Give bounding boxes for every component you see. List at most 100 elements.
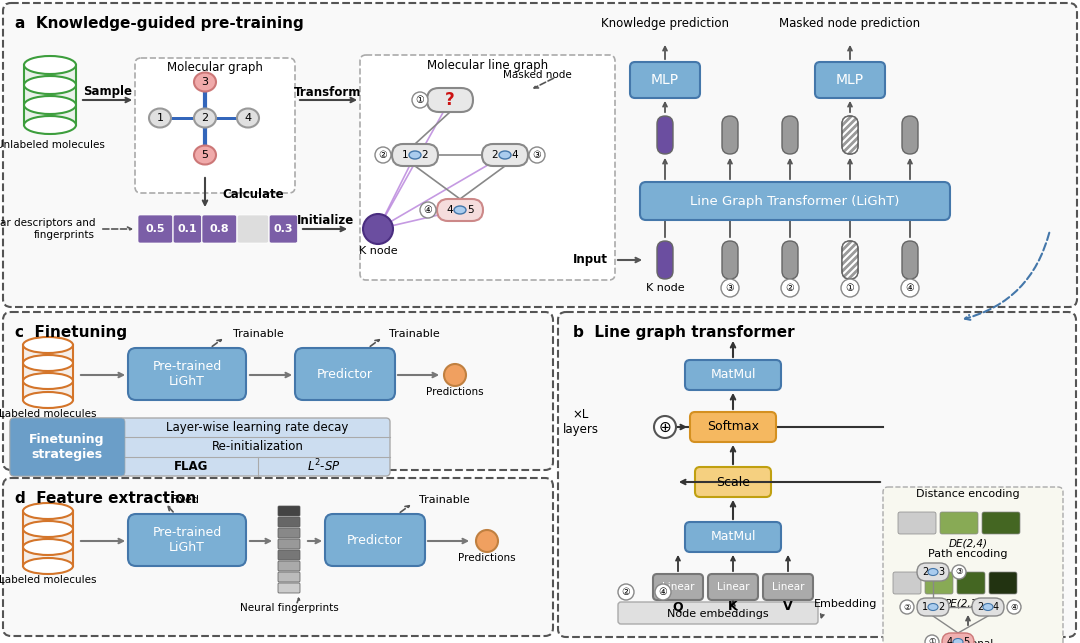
Text: Initialize: Initialize — [296, 215, 353, 228]
FancyBboxPatch shape — [685, 522, 781, 552]
Text: 2: 2 — [491, 150, 498, 160]
Circle shape — [721, 279, 739, 297]
FancyBboxPatch shape — [690, 412, 777, 442]
FancyBboxPatch shape — [657, 241, 673, 279]
Text: V: V — [783, 601, 793, 613]
Text: 2: 2 — [977, 602, 983, 612]
FancyBboxPatch shape — [782, 116, 798, 154]
Ellipse shape — [24, 56, 76, 74]
Text: ②: ② — [903, 602, 910, 611]
Text: Trainable: Trainable — [389, 329, 440, 339]
Text: 1: 1 — [402, 150, 408, 160]
Ellipse shape — [499, 151, 511, 159]
Text: K: K — [728, 601, 738, 613]
Text: Labeled molecules: Labeled molecules — [0, 409, 97, 419]
Text: DE(2,4): DE(2,4) — [948, 539, 987, 549]
Text: Layer-wise learning rate decay: Layer-wise learning rate decay — [166, 421, 349, 434]
FancyBboxPatch shape — [3, 3, 1077, 307]
Text: Unlabeled molecules: Unlabeled molecules — [0, 140, 105, 150]
Text: 5: 5 — [202, 150, 208, 160]
FancyBboxPatch shape — [3, 312, 553, 470]
Text: Molecular descriptors and
fingerprints: Molecular descriptors and fingerprints — [0, 218, 95, 240]
Text: ×L
layers: ×L layers — [563, 408, 599, 436]
Text: Path encoding: Path encoding — [928, 549, 1008, 559]
Text: ②: ② — [785, 283, 795, 293]
Ellipse shape — [23, 558, 73, 574]
Ellipse shape — [983, 604, 993, 610]
Text: Pre-trained
LiGhT: Pre-trained LiGhT — [152, 526, 221, 554]
Polygon shape — [24, 65, 76, 125]
Text: Linear: Linear — [772, 582, 805, 592]
Ellipse shape — [237, 109, 259, 127]
FancyBboxPatch shape — [278, 528, 300, 538]
FancyBboxPatch shape — [893, 572, 921, 594]
Text: ⊕: ⊕ — [659, 419, 672, 435]
Text: d  Feature extraction: d Feature extraction — [15, 491, 197, 506]
Circle shape — [781, 279, 799, 297]
Text: Scale: Scale — [716, 476, 750, 489]
FancyBboxPatch shape — [924, 572, 953, 594]
FancyBboxPatch shape — [982, 512, 1020, 534]
FancyBboxPatch shape — [972, 598, 1004, 616]
Ellipse shape — [444, 364, 465, 386]
Text: Labeled molecules: Labeled molecules — [0, 575, 97, 585]
FancyBboxPatch shape — [360, 55, 615, 280]
FancyBboxPatch shape — [269, 215, 297, 243]
FancyBboxPatch shape — [842, 241, 858, 279]
FancyBboxPatch shape — [989, 572, 1017, 594]
Text: Re-initialization: Re-initialization — [212, 440, 303, 453]
FancyBboxPatch shape — [427, 88, 473, 112]
Text: b  Line graph transformer: b Line graph transformer — [573, 325, 795, 340]
Text: Masked node: Masked node — [503, 70, 572, 80]
Text: FLAG: FLAG — [174, 460, 208, 473]
Ellipse shape — [409, 151, 421, 159]
Text: 2: 2 — [421, 150, 429, 160]
Ellipse shape — [23, 337, 73, 353]
Circle shape — [951, 565, 966, 579]
FancyBboxPatch shape — [278, 539, 300, 549]
Ellipse shape — [194, 145, 216, 165]
FancyBboxPatch shape — [278, 572, 300, 582]
Text: 3: 3 — [202, 77, 208, 87]
Ellipse shape — [149, 109, 171, 127]
Text: K node: K node — [359, 246, 397, 256]
FancyBboxPatch shape — [173, 215, 202, 243]
Text: Calculate: Calculate — [222, 188, 284, 201]
Text: Fixed: Fixed — [171, 495, 200, 505]
FancyBboxPatch shape — [902, 241, 918, 279]
Text: ①: ① — [928, 637, 935, 643]
Text: 2: 2 — [922, 567, 928, 577]
FancyBboxPatch shape — [295, 348, 395, 400]
Text: ④: ④ — [906, 283, 915, 293]
Ellipse shape — [928, 604, 939, 610]
Ellipse shape — [363, 214, 393, 244]
Text: Embedding: Embedding — [814, 599, 878, 609]
Text: Positional
encoding: Positional encoding — [943, 639, 994, 643]
Polygon shape — [23, 511, 73, 566]
Ellipse shape — [928, 568, 939, 575]
Text: Linear: Linear — [662, 582, 694, 592]
FancyBboxPatch shape — [723, 116, 738, 154]
Ellipse shape — [23, 521, 73, 537]
Ellipse shape — [23, 503, 73, 519]
Ellipse shape — [194, 109, 216, 127]
Text: 5: 5 — [467, 205, 473, 215]
FancyBboxPatch shape — [942, 633, 974, 643]
Text: ①: ① — [416, 95, 424, 105]
Circle shape — [529, 147, 545, 163]
Text: Predictions: Predictions — [427, 387, 484, 397]
FancyBboxPatch shape — [278, 506, 300, 516]
Text: 4: 4 — [447, 205, 454, 215]
FancyBboxPatch shape — [392, 144, 438, 166]
Text: 2: 2 — [937, 602, 944, 612]
Text: ②: ② — [622, 587, 631, 597]
Text: Q: Q — [673, 601, 684, 613]
FancyBboxPatch shape — [278, 550, 300, 560]
FancyBboxPatch shape — [10, 418, 125, 476]
Ellipse shape — [24, 96, 76, 114]
Text: Molecular graph: Molecular graph — [167, 62, 262, 75]
FancyBboxPatch shape — [782, 241, 798, 279]
Ellipse shape — [23, 373, 73, 389]
Text: Predictor: Predictor — [347, 534, 403, 547]
FancyBboxPatch shape — [640, 182, 950, 220]
